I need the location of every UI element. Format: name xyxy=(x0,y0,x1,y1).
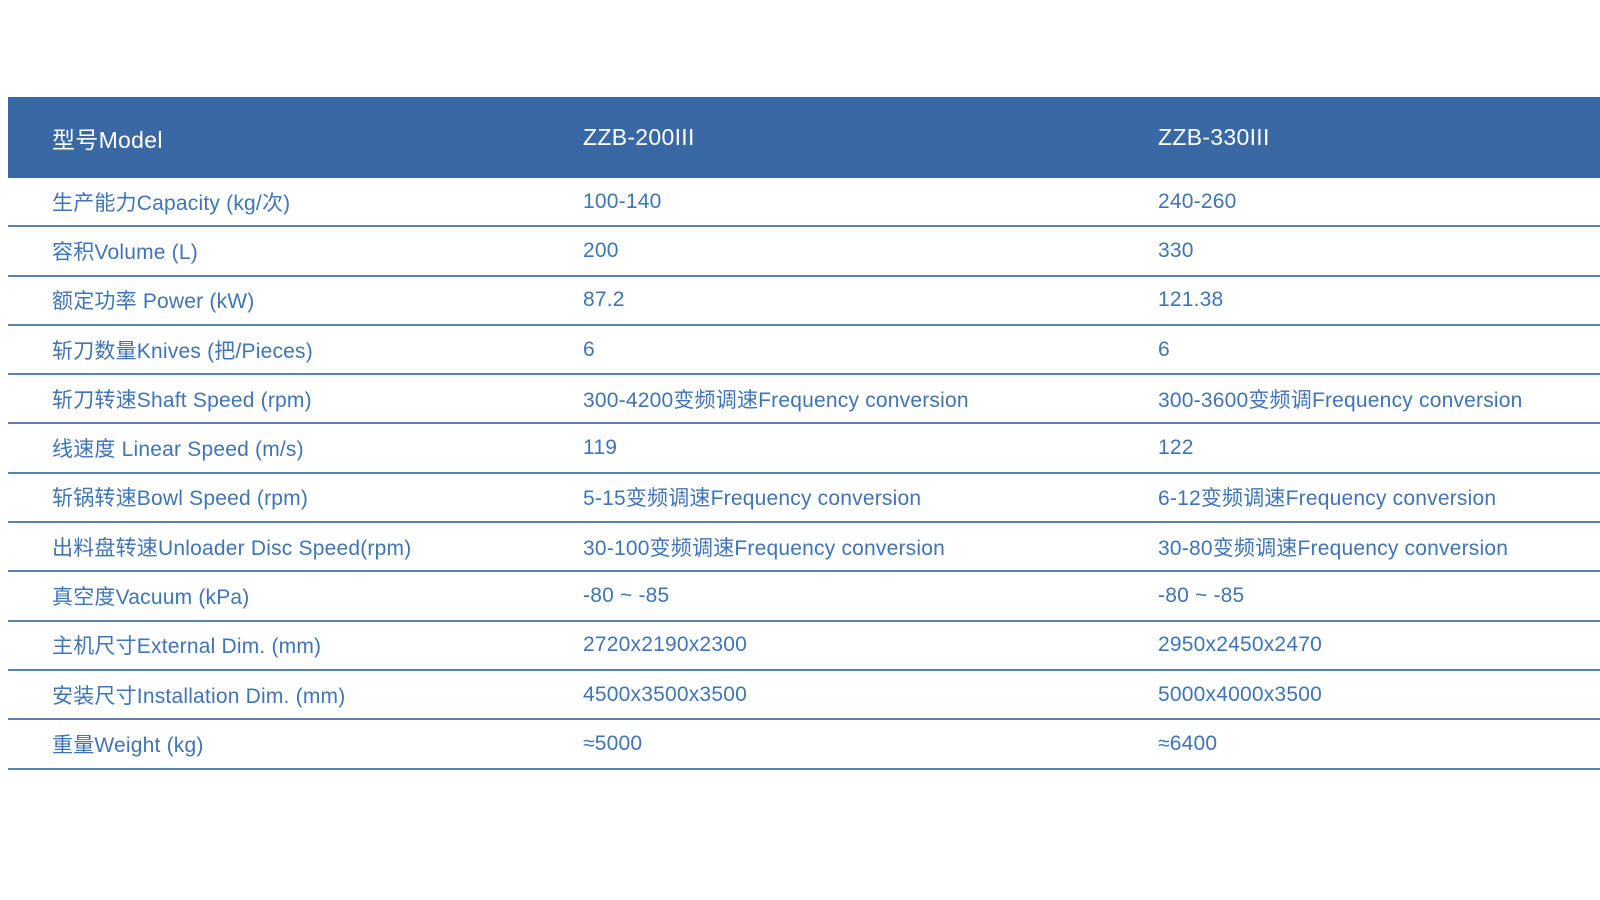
spec-name: 真空度Vacuum (kPa) xyxy=(52,586,250,610)
spec-value-zzb-200: 4500x3500x3500 xyxy=(583,682,747,706)
spec-name: 容积Volume (L) xyxy=(52,240,198,264)
header-model-zzb-200: ZZB-200III xyxy=(583,124,695,150)
spec-row: 真空度Vacuum (kPa) -80 ~ -85 -80 ~ -85 xyxy=(8,572,1600,622)
spec-value-zzb-330: 30-80变频调速Frequency conversion xyxy=(1158,536,1509,560)
spec-value-zzb-200: 200 xyxy=(583,238,619,262)
spec-row: 斩刀数量Knives (把/Pieces) 6 6 xyxy=(8,325,1600,376)
spec-value-zzb-330: ≈6400 xyxy=(1158,731,1218,755)
spec-value-zzb-330: 122 xyxy=(1158,436,1194,460)
spec-value-zzb-330: 121.38 xyxy=(1158,288,1224,312)
spec-name: 斩锅转速Bowl Speed (rpm) xyxy=(52,487,309,511)
spec-name: 线速度 Linear Speed (m/s) xyxy=(52,438,304,462)
spec-name: 出料盘转速Unloader Disc Speed(rpm) xyxy=(52,536,412,560)
spec-value-zzb-330: 5000x4000x3500 xyxy=(1158,682,1322,706)
header-model-zzb-330: ZZB-330III xyxy=(1158,124,1270,150)
spec-name: 主机尺寸External Dim. (mm) xyxy=(52,635,322,659)
spec-row: 线速度 Linear Speed (m/s) 119 122 xyxy=(8,424,1600,474)
spec-value-zzb-200: 100-140 xyxy=(583,189,662,213)
spec-row: 容积Volume (L) 200 330 xyxy=(8,227,1600,277)
spec-value-zzb-330: 240-260 xyxy=(1158,189,1237,213)
spec-row: 主机尺寸External Dim. (mm) 2720x2190x2300 29… xyxy=(8,621,1600,671)
spec-value-zzb-200: 119 xyxy=(583,436,618,460)
spec-value-zzb-330: -80 ~ -85 xyxy=(1158,584,1245,608)
spec-value-zzb-200: -80 ~ -85 xyxy=(583,584,670,608)
spec-value-zzb-330: 2950x2450x2470 xyxy=(1158,633,1322,657)
spec-row: 生产能力Capacity (kg/次) 100-140 240-260 xyxy=(8,178,1600,228)
spec-name: 重量Weight (kg) xyxy=(52,733,204,757)
spec-value-zzb-200: 30-100变频调速Frequency conversion xyxy=(583,536,945,560)
spec-value-zzb-200: 5-15变频调速Frequency conversion xyxy=(583,487,922,511)
spec-row: 斩锅转速Bowl Speed (rpm) 5-15变频调速Frequency c… xyxy=(8,473,1600,524)
spec-table-header: 型号Model ZZB-200III ZZB-330III xyxy=(8,97,1600,178)
spec-value-zzb-200: ≈5000 xyxy=(583,731,643,755)
spec-row: 重量Weight (kg) ≈5000 ≈6400 xyxy=(8,720,1600,770)
spec-value-zzb-200: 6 xyxy=(583,337,595,361)
spec-row: 斩刀转速Shaft Speed (rpm) 300-4200变频调速Freque… xyxy=(8,375,1600,425)
spec-name: 安装尺寸Installation Dim. (mm) xyxy=(52,684,346,708)
spec-value-zzb-200: 87.2 xyxy=(583,288,625,312)
spec-row: 安装尺寸Installation Dim. (mm) 4500x3500x350… xyxy=(8,670,1600,721)
header-model-label: 型号Model xyxy=(52,126,163,153)
spec-value-zzb-330: 300-3600变频调Frequency conversion xyxy=(1158,388,1523,412)
spec-value-zzb-330: 6-12变频调速Frequency conversion xyxy=(1158,487,1497,511)
spec-value-zzb-330: 6 xyxy=(1158,337,1170,361)
spec-value-zzb-200: 2720x2190x2300 xyxy=(583,633,747,657)
spec-name: 额定功率 Power (kW) xyxy=(52,290,255,314)
spec-name: 斩刀数量Knives (把/Pieces) xyxy=(52,339,313,363)
spec-table: 型号Model ZZB-200III ZZB-330III 生产能力Capaci… xyxy=(8,97,1600,770)
spec-value-zzb-330: 330 xyxy=(1158,238,1194,262)
spec-name: 生产能力Capacity (kg/次) xyxy=(52,191,291,215)
spec-value-zzb-200: 300-4200变频调速Frequency conversion xyxy=(583,388,969,412)
spec-row: 额定功率 Power (kW) 87.2 121.38 xyxy=(8,276,1600,326)
spec-table-body: 生产能力Capacity (kg/次) 100-140 240-260 容积Vo… xyxy=(8,178,1600,770)
spec-name: 斩刀转速Shaft Speed (rpm) xyxy=(52,388,312,412)
spec-row: 出料盘转速Unloader Disc Speed(rpm) 30-100变频调速… xyxy=(8,523,1600,573)
